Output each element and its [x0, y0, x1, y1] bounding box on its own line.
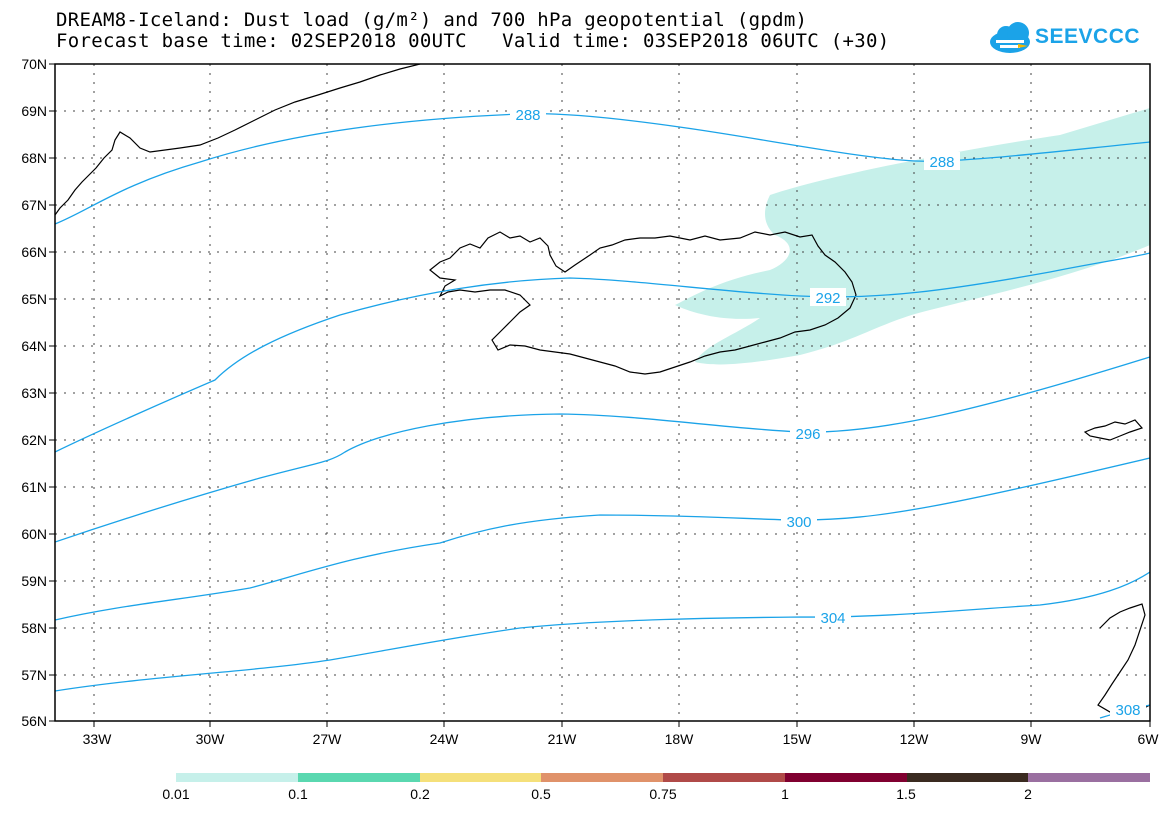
legend-label-0-75: 0.75	[649, 786, 677, 802]
lon-label-12w: 12W	[900, 731, 930, 747]
dust-plume	[675, 108, 1150, 365]
contour-labels: 288 288 292 296 300 304 308	[510, 105, 1146, 719]
lon-label-15w: 15W	[783, 731, 813, 747]
legend-label-0-5: 0.5	[531, 786, 551, 802]
latitude-labels: 70N 69N 68N 67N 66N 65N 64N 63N 62N 61N …	[21, 56, 47, 729]
lon-label-21w: 21W	[548, 731, 578, 747]
legend-swatch-6	[784, 773, 907, 782]
lat-label-65n: 65N	[21, 291, 47, 307]
contour-label-300: 300	[786, 514, 811, 531]
color-legend	[176, 773, 1150, 782]
grid	[55, 64, 1150, 721]
legend-label-0-2: 0.2	[410, 786, 430, 802]
legend-swatch-5	[663, 773, 785, 782]
lat-label-68n: 68N	[21, 150, 47, 166]
contour-292	[55, 252, 1150, 453]
legend-swatch-3	[419, 773, 542, 782]
lon-label-9w: 9W	[1021, 731, 1043, 747]
faroe-coast	[1083, 419, 1144, 441]
lat-label-57n: 57N	[21, 667, 47, 683]
lat-label-59n: 59N	[21, 573, 47, 589]
contour-label-288b: 288	[929, 154, 954, 171]
legend-label-0-1: 0.1	[288, 786, 308, 802]
axis-ticks	[49, 63, 1151, 727]
legend-swatch-8	[1028, 773, 1150, 782]
legend-swatch-4	[541, 773, 663, 782]
contour-label-288a: 288	[515, 107, 540, 124]
legend-label-0-01: 0.01	[162, 786, 190, 802]
lon-label-6w: 6W	[1138, 731, 1160, 747]
lat-label-61n: 61N	[21, 479, 47, 495]
lat-label-64n: 64N	[21, 338, 47, 354]
lon-label-30w: 30W	[196, 731, 226, 747]
lat-label-62n: 62N	[21, 432, 47, 448]
greenland-coast	[55, 64, 421, 216]
lat-label-60n: 60N	[21, 526, 47, 542]
legend-swatch-1	[176, 773, 298, 782]
longitude-labels: 33W 30W 27W 24W 21W 18W 15W 12W 9W 6W	[83, 731, 1160, 747]
contour-label-304: 304	[820, 610, 845, 627]
lat-label-66n: 66N	[21, 244, 47, 260]
legend-label-2: 2	[1024, 786, 1032, 802]
lat-label-69n: 69N	[21, 103, 47, 119]
contour-label-308: 308	[1115, 702, 1140, 719]
map-subtitle: Forecast base time: 02SEP2018 00UTC Vali…	[56, 30, 890, 52]
legend-swatch-7	[906, 773, 1029, 782]
logo-text: SEEVCCC	[1035, 25, 1141, 48]
lon-label-18w: 18W	[665, 731, 695, 747]
legend-swatch-2	[297, 773, 420, 782]
lon-label-24w: 24W	[430, 731, 460, 747]
lon-label-33w: 33W	[83, 731, 113, 747]
contour-304	[55, 571, 1150, 692]
lat-label-63n: 63N	[21, 385, 47, 401]
lat-label-56n: 56N	[21, 713, 47, 729]
legend-label-1: 1	[781, 786, 789, 802]
scotland-coast	[1097, 603, 1150, 716]
lat-label-67n: 67N	[21, 197, 47, 213]
lat-label-70n: 70N	[21, 56, 47, 72]
map-title: DREAM8-Iceland: Dust load (g/m²) and 700…	[56, 9, 808, 31]
lat-label-58n: 58N	[21, 620, 47, 636]
contour-300	[55, 457, 1150, 621]
contour-label-296: 296	[795, 426, 820, 443]
map-panel: 288 288 292 296 300 304 308	[21, 56, 1160, 747]
contour-label-292: 292	[815, 290, 840, 307]
contour-296	[55, 356, 1150, 543]
lon-label-27w: 27W	[313, 731, 343, 747]
iceland-coast	[429, 231, 857, 375]
legend-label-1-5: 1.5	[896, 786, 916, 802]
seevccc-logo	[990, 22, 1030, 53]
cloud-icon	[990, 22, 1030, 53]
